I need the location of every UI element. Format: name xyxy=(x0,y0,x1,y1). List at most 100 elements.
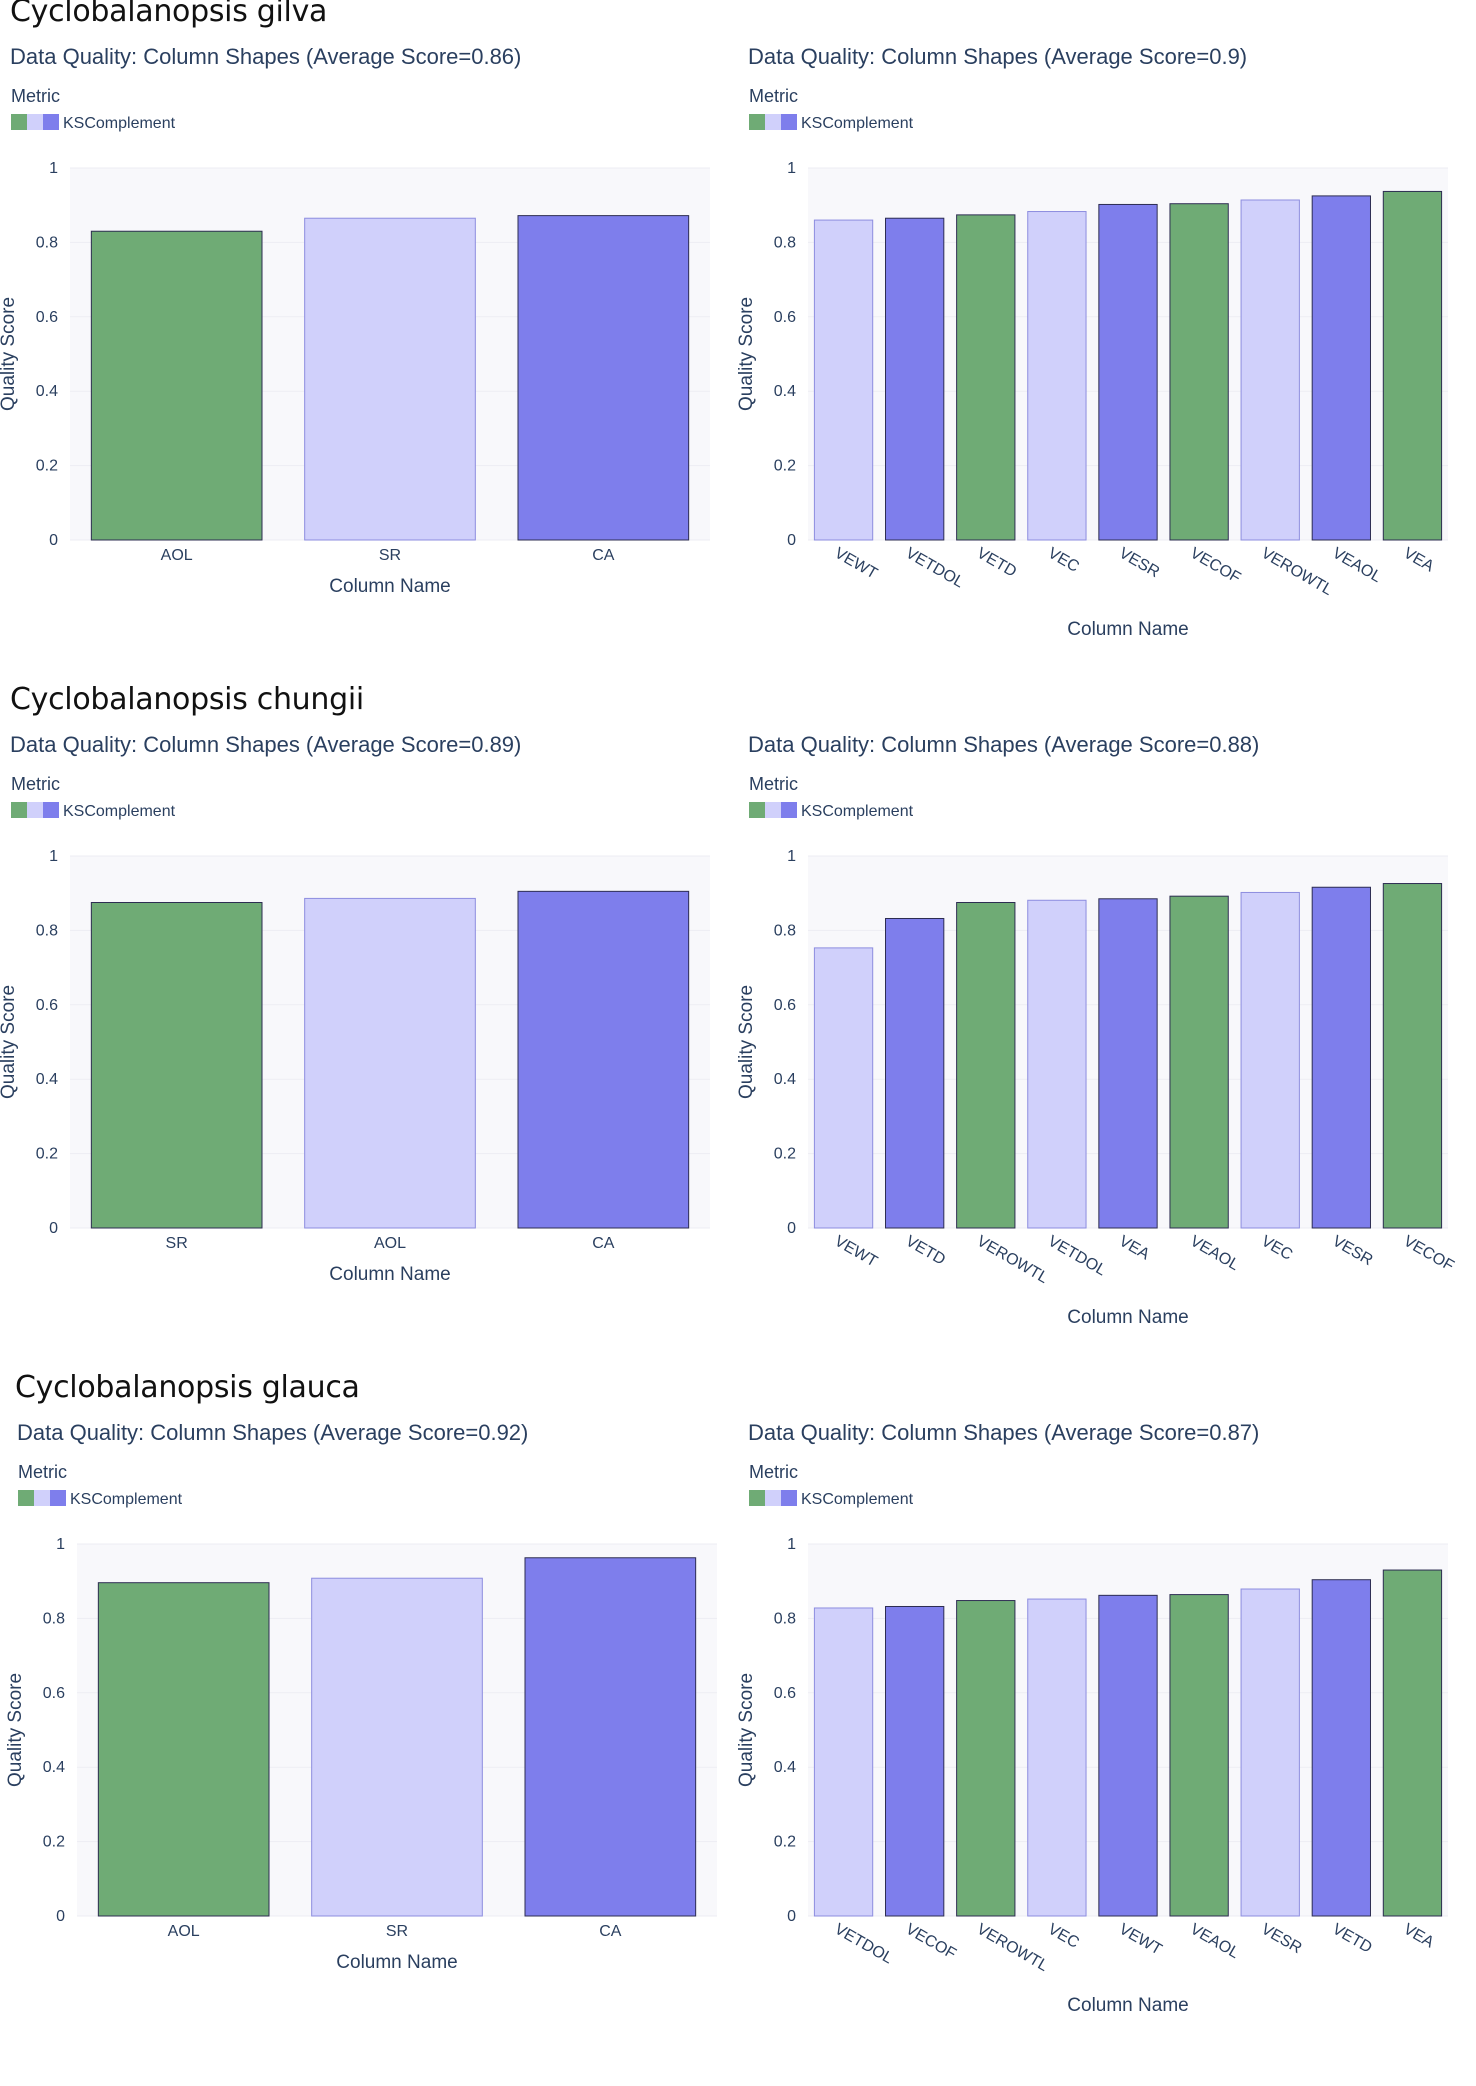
chart-svg: Data Quality: Column Shapes (Average Sco… xyxy=(5,1420,717,1973)
chart-svg: Data Quality: Column Shapes (Average Sco… xyxy=(0,732,710,1285)
bar-vec xyxy=(1240,891,1300,1229)
x-tick-label: VEC xyxy=(1258,1233,1295,1264)
x-axis-title: Column Name xyxy=(1067,1995,1188,2016)
chart-title: Data Quality: Column Shapes (Average Sco… xyxy=(17,1420,528,1445)
y-tick-label: 1 xyxy=(49,160,58,177)
bar-vec xyxy=(1027,1598,1087,1917)
y-tick-label: 0.8 xyxy=(774,1610,796,1627)
y-tick-label: 0.6 xyxy=(774,997,796,1014)
legend-title: Metric xyxy=(18,1462,67,1482)
chart-svg: Data Quality: Column Shapes (Average Sco… xyxy=(736,1420,1448,2016)
x-tick-label: VEAOL xyxy=(1187,1233,1242,1274)
y-axis-title: Quality Score xyxy=(736,297,757,411)
x-tick-label: CA xyxy=(592,1235,615,1252)
legend-swatch-lavender xyxy=(27,802,43,818)
y-tick-label: 0.8 xyxy=(774,922,796,939)
bar-ca xyxy=(524,1557,697,1917)
x-axis-title: Column Name xyxy=(329,1264,450,1285)
legend-swatch-lavender xyxy=(27,114,43,130)
x-tick-label: VEROWTL xyxy=(1258,545,1335,599)
y-tick-label: 0.2 xyxy=(43,1834,65,1851)
bar-vesr xyxy=(1240,1588,1300,1917)
x-tick-label: AOL xyxy=(168,1923,200,1940)
y-tick-label: 0.4 xyxy=(774,1759,796,1776)
x-tick-label: VETD xyxy=(974,545,1019,581)
x-tick-label: VEA xyxy=(1400,545,1437,576)
bar-sr xyxy=(311,1577,483,1917)
x-tick-label: VEWT xyxy=(832,1233,881,1271)
legend-title: Metric xyxy=(11,774,60,794)
x-tick-label: VETDOL xyxy=(903,545,967,592)
y-tick-label: 0 xyxy=(787,1220,796,1237)
bar-vecof xyxy=(1169,203,1229,541)
legend-swatch-lavender xyxy=(765,1490,781,1506)
bar-vesr xyxy=(1098,203,1158,541)
bar-verowtl xyxy=(956,1600,1016,1917)
bar-sr xyxy=(304,217,476,541)
x-tick-label: VETD xyxy=(903,1233,948,1269)
chart-title: Data Quality: Column Shapes (Average Sco… xyxy=(10,732,521,757)
bar-vetdol xyxy=(1027,899,1087,1229)
chart-svg: Data Quality: Column Shapes (Average Sco… xyxy=(736,732,1457,1328)
bar-vea xyxy=(1382,1569,1443,1917)
bar-vetd xyxy=(1311,1579,1371,1917)
bar-vecof xyxy=(885,1605,945,1917)
legend-swatch-green xyxy=(11,114,27,130)
bar-vetd xyxy=(956,214,1016,541)
bar-ca xyxy=(517,215,690,541)
x-tick-label: VETDOL xyxy=(1045,1233,1109,1280)
chart-svg: Data Quality: Column Shapes (Average Sco… xyxy=(736,44,1448,640)
x-tick-label: CA xyxy=(592,547,615,564)
x-tick-label: VEROWTL xyxy=(974,1233,1051,1287)
legend-swatch xyxy=(749,802,797,818)
legend-title: Metric xyxy=(749,86,798,106)
y-tick-label: 0.6 xyxy=(36,309,58,326)
x-tick-label: VECOF xyxy=(1400,1233,1456,1275)
legend-swatch-green xyxy=(18,1490,34,1506)
legend-swatch-green xyxy=(749,1490,765,1506)
bar-vesr xyxy=(1311,886,1371,1229)
legend-swatch-green xyxy=(749,802,765,818)
legend-swatch xyxy=(11,802,59,818)
legend-swatch xyxy=(11,114,59,130)
legend-label: KSComplement xyxy=(70,1491,183,1508)
bar-aol xyxy=(304,897,476,1229)
x-tick-label: VEC xyxy=(1045,1921,1082,1952)
y-axis-title: Quality Score xyxy=(5,1673,26,1787)
y-tick-label: 0.6 xyxy=(774,309,796,326)
bar-aol xyxy=(90,230,263,541)
chart-title: Data Quality: Column Shapes (Average Sco… xyxy=(748,44,1247,69)
y-tick-label: 0.2 xyxy=(774,458,796,475)
y-tick-label: 0 xyxy=(49,532,58,549)
x-tick-label: AOL xyxy=(374,1235,406,1252)
chart-panel-gilva-by-column: Data Quality: Column Shapes (Average Sco… xyxy=(0,40,738,710)
x-axis-title: Column Name xyxy=(1067,619,1188,640)
legend-swatch xyxy=(749,114,797,130)
y-tick-label: 0.8 xyxy=(36,922,58,939)
bar-vec xyxy=(1027,211,1087,541)
x-axis-title: Column Name xyxy=(1067,1307,1188,1328)
y-tick-label: 1 xyxy=(787,848,796,865)
bar-vea xyxy=(1382,190,1443,541)
bar-veaol xyxy=(1169,1594,1229,1917)
y-axis-title: Quality Score xyxy=(736,985,757,1099)
chart-title: Data Quality: Column Shapes (Average Sco… xyxy=(748,1420,1259,1445)
y-axis-title: Quality Score xyxy=(736,1673,757,1787)
y-axis-title: Quality Score xyxy=(0,297,19,411)
legend-swatch-lavender xyxy=(765,802,781,818)
legend-label: KSComplement xyxy=(63,803,176,820)
y-tick-label: 0.4 xyxy=(43,1759,65,1776)
legend-swatch-purple xyxy=(781,114,797,130)
x-tick-label: VEA xyxy=(1400,1921,1437,1952)
legend-title: Metric xyxy=(749,1462,798,1482)
y-tick-label: 0.6 xyxy=(43,1685,65,1702)
x-tick-label: SR xyxy=(166,1235,188,1252)
chart-panel-chungii-by-variable: Data Quality: Column Shapes (Average Sco… xyxy=(736,728,1476,1398)
y-tick-label: 1 xyxy=(787,160,796,177)
x-tick-label: VEROWTL xyxy=(974,1921,1051,1975)
y-tick-label: 0.4 xyxy=(36,1071,58,1088)
legend-swatch xyxy=(749,1490,797,1506)
x-tick-label: VETD xyxy=(1329,1921,1374,1957)
legend-label: KSComplement xyxy=(63,115,176,132)
bar-vetdol xyxy=(885,217,945,541)
